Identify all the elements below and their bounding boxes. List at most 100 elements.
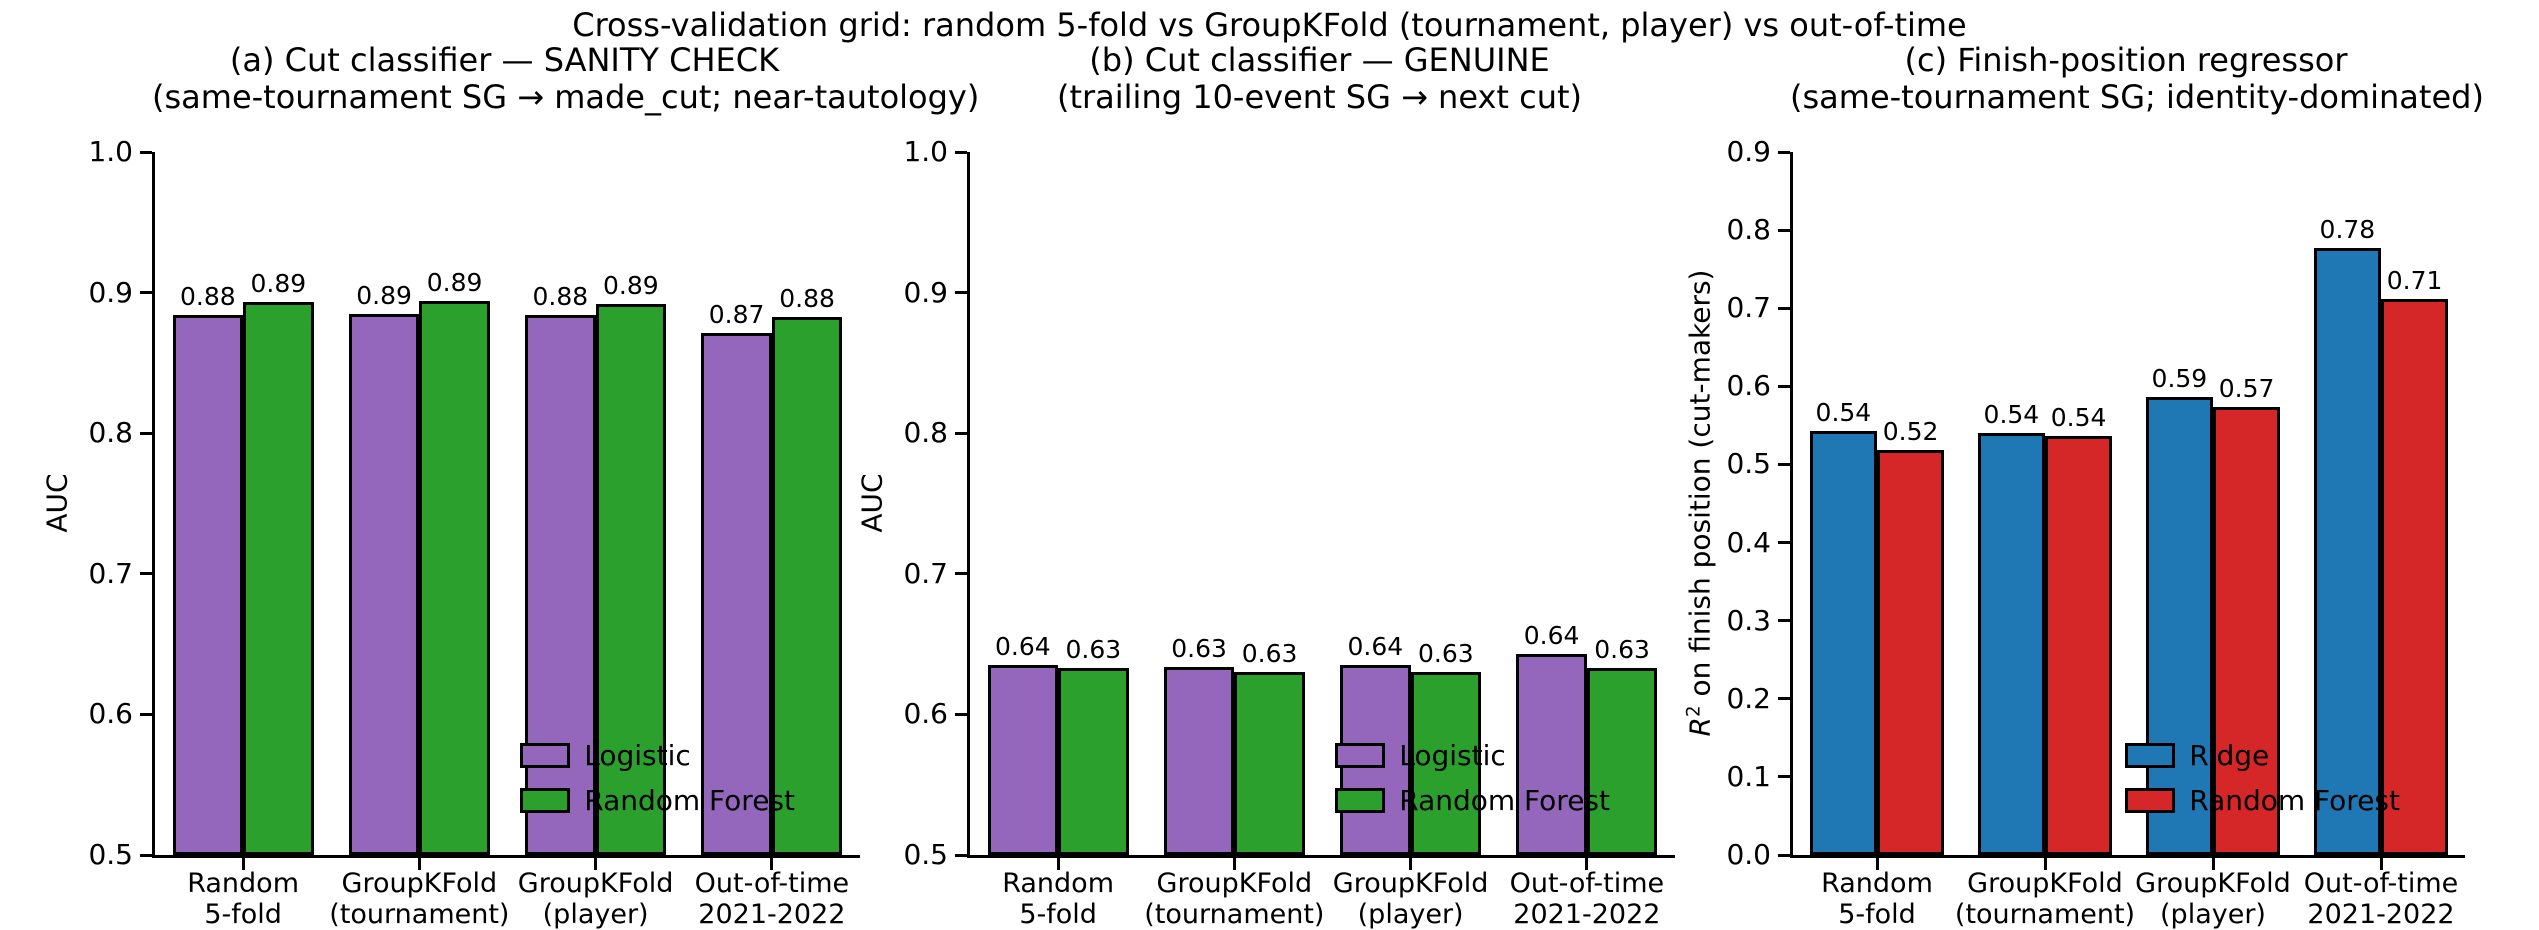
x-tick-label-line: 2021-2022 <box>698 899 846 930</box>
bar-value-label: 0.64 <box>1347 632 1404 662</box>
y-tick-mark <box>140 853 152 857</box>
y-tick-label: 0.9 <box>903 275 948 309</box>
panel-c-title-line2: (same-tournament SG; identity-dominated) <box>1790 78 2484 116</box>
y-tick-label: 0.5 <box>88 838 133 871</box>
x-tick-label-line: Random <box>1002 868 1115 899</box>
x-tick-label-line: (player) <box>1357 899 1464 930</box>
y-tick-mark <box>140 431 152 435</box>
y-tick-label: 0.6 <box>903 697 948 731</box>
y-tick-mark <box>1778 541 1790 545</box>
y-tick-label: 0.9 <box>88 275 133 309</box>
y-tick-label: 0.6 <box>1726 369 1771 403</box>
bar-c-ridge-0 <box>1809 430 1877 855</box>
bar-value-label: 0.89 <box>356 280 412 310</box>
y-tick-label: 0.2 <box>1726 681 1771 715</box>
y-tick-label: 0.5 <box>903 838 948 871</box>
x-tick-label-line: Random <box>1821 868 1933 899</box>
x-tick-label-line: 5-fold <box>1838 899 1916 930</box>
x-tick-label-line: Random <box>187 868 300 899</box>
x-tick-mark <box>1232 858 1236 870</box>
bar-a-random-forest-2 <box>595 303 667 855</box>
bar-value-label: 0.88 <box>180 282 236 312</box>
bar-value-label: 0.78 <box>2319 215 2376 245</box>
legend-entry-random-forest: Random Forest <box>2125 784 2400 817</box>
x-tick-label: GroupKFold (player) <box>1291 868 1531 930</box>
y-tick-label: 0.8 <box>1726 213 1771 247</box>
bar-value-label: 0.64 <box>995 632 1051 662</box>
plot-area-b: 0.5 0.6 0.7 0.8 0.9 1.0 Random 5-fold GroupKFold… <box>903 138 1675 930</box>
panel-b-title-line2: (trailing 10-event SG → next cut) <box>1056 78 1583 116</box>
y-tick-label: 0.3 <box>1726 603 1771 637</box>
bar-c-random-forest-2 <box>2213 406 2281 855</box>
y-tick-label: 0.7 <box>903 556 948 590</box>
panel-c-title-line1: (c) Finish-position regressor <box>1904 41 2348 79</box>
x-tick-label: GroupKFold (tournament) <box>299 868 539 930</box>
y-tick-label: 0.7 <box>88 556 133 590</box>
y-tick-mark <box>955 712 967 716</box>
x-tick-mark <box>1875 858 1879 870</box>
x-tick-mark <box>2379 858 2383 870</box>
bar-value-label: 0.52 <box>1882 416 1939 446</box>
bar-b-logistic-1 <box>1163 666 1235 855</box>
bar-value-label: 0.71 <box>2386 265 2443 295</box>
x-tick-label: Random 5-fold <box>1757 868 1997 930</box>
x-tick-mark <box>1056 858 1060 870</box>
y-tick-mark <box>1778 697 1790 701</box>
x-tick-label-line: (tournament) <box>1954 899 2136 930</box>
legend-label-random-forest: Random Forest <box>584 784 795 817</box>
legend-swatch-random-forest <box>520 788 571 813</box>
x-tick-label-line: Out-of-time <box>2303 868 2459 899</box>
y-tick-label: 1.0 <box>903 135 948 168</box>
y-tick-label: 0.5 <box>1726 447 1771 481</box>
panel-c-title: (c) Finish-position regressor (same-tour… <box>1790 41 2484 116</box>
legend-entry-logistic: Logistic <box>1335 739 1610 772</box>
x-tick-label-line: GroupKFold <box>1967 868 2123 899</box>
y-tick-mark <box>1778 619 1790 623</box>
x-tick-label-line: Out-of-time <box>1509 868 1665 899</box>
bar-value-label: 0.64 <box>1523 620 1580 650</box>
panel-b-title: (b) Cut classifier — GENUINE (trailing 1… <box>967 42 1672 116</box>
y-tick-mark <box>140 291 152 295</box>
x-tick-label-line: 2021-2022 <box>1513 899 1661 930</box>
x-tick-label-line: (tournament) <box>329 899 510 930</box>
bar-value-label: 0.59 <box>2151 363 2208 393</box>
x-tick-label-line: 5-fold <box>1019 899 1097 930</box>
bar-b-random-forest-0 <box>1058 668 1129 855</box>
y-tick-label: 0.8 <box>903 416 948 450</box>
legend-label-random-forest: Random Forest <box>2189 784 2400 817</box>
plot-area-c: 0.0 0.1 0.2 0.3 0.4 0.5 0.6 0.7 0.8 0.9 Random 5-fo… <box>1726 138 2465 930</box>
bar-value-label: 0.54 <box>2050 402 2107 432</box>
bar-value-label: 0.57 <box>2218 373 2275 403</box>
legend-c: Ridge Random Forest <box>2125 739 2400 817</box>
y-tick-label: 0.9 <box>1726 135 1771 168</box>
legend-swatch-random-forest <box>1335 788 1386 813</box>
x-tick-label-line: GroupKFold <box>341 868 498 899</box>
y-tick-label: 0.7 <box>1726 291 1771 325</box>
x-tick-label-line: (player) <box>542 899 649 930</box>
x-tick-label-line: (tournament) <box>1144 899 1325 930</box>
x-tick-label: Out-of-time 2021-2022 <box>2261 868 2501 930</box>
bar-c-ridge-2 <box>2145 396 2213 855</box>
y-tick-mark <box>1778 384 1790 388</box>
x-tick-label-line: 2021-2022 <box>2307 899 2455 930</box>
y-tick-label: 0.1 <box>1726 759 1771 793</box>
legend-entry-ridge: Ridge <box>2125 739 2400 772</box>
bar-a-logistic-1 <box>348 313 420 855</box>
bar-c-ridge-3 <box>2313 248 2381 855</box>
x-tick-mark <box>1585 858 1589 870</box>
legend-swatch-logistic <box>520 743 571 768</box>
panel-a-y-axis-label: AUC <box>40 473 74 533</box>
bar-a-random-forest-1 <box>419 301 490 855</box>
x-tick-label: GroupKFold (player) <box>476 868 716 930</box>
bar-a-random-forest-3 <box>771 316 843 855</box>
bar-c-random-forest-3 <box>2381 298 2449 855</box>
x-tick-mark <box>594 858 598 870</box>
bar-value-label: 0.54 <box>1983 400 2040 430</box>
x-tick-label-line: 5-fold <box>204 899 282 930</box>
x-tick-label-line: GroupKFold <box>2135 868 2291 899</box>
x-tick-label: GroupKFold (player) <box>2093 868 2333 930</box>
y-tick-mark <box>1778 150 1790 154</box>
x-tick-label: GroupKFold (tournament) <box>1114 868 1354 930</box>
legend-label-logistic: Logistic <box>584 739 691 772</box>
